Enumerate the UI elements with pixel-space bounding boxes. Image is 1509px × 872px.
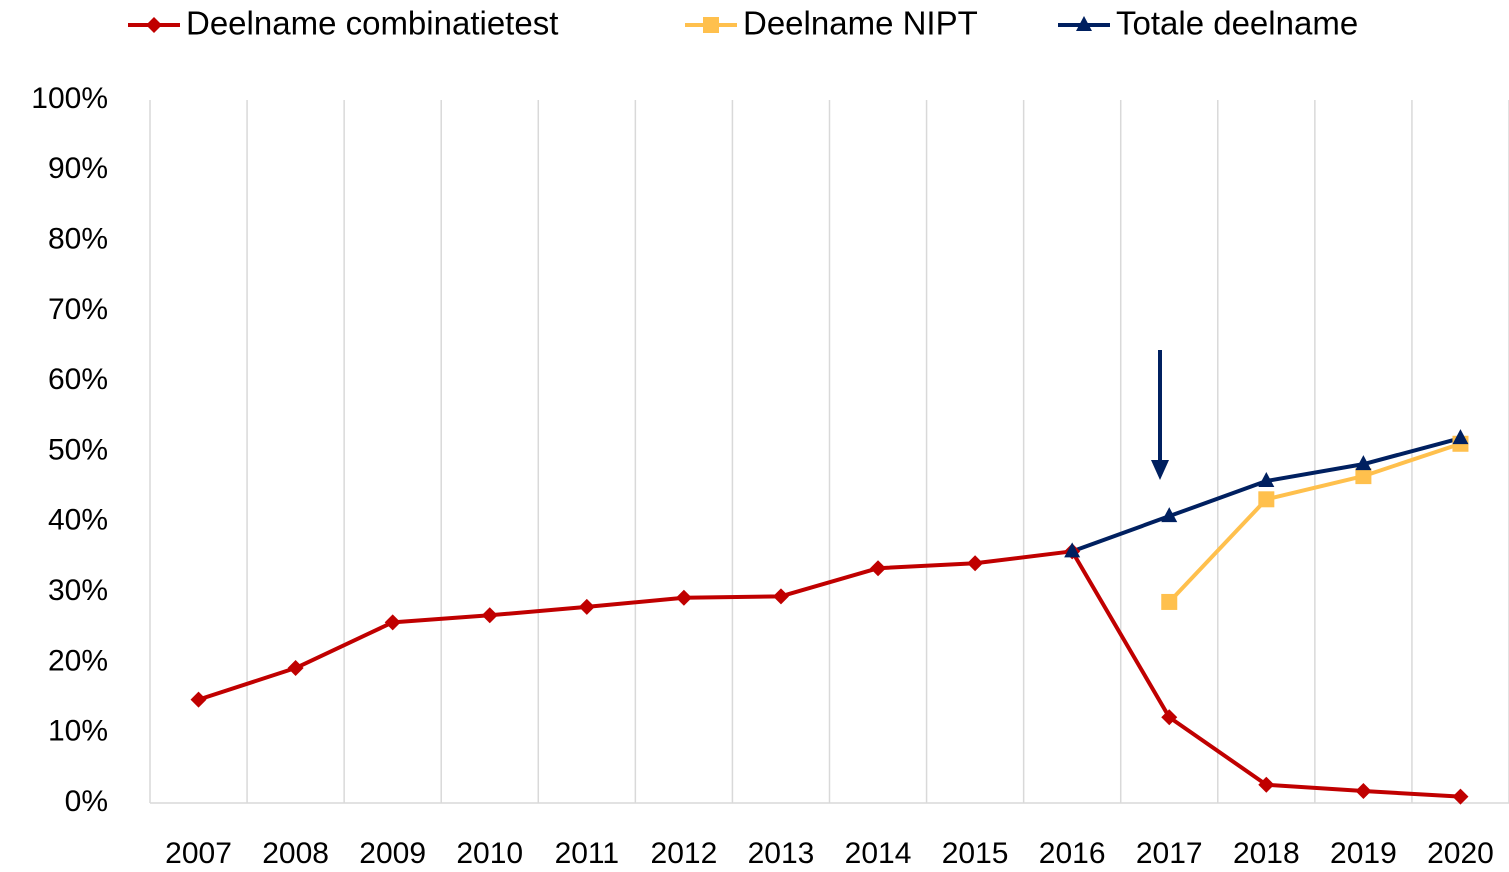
marker	[190, 691, 207, 708]
series-line	[197, 549, 1461, 799]
x-tick-label: 2011	[555, 837, 620, 867]
x-tick-label: 2012	[651, 837, 718, 867]
marker	[967, 555, 984, 572]
y-tick-label: 10%	[48, 715, 108, 748]
x-tick-label: 2020	[1427, 837, 1494, 867]
legend-label: Totale deelname	[1116, 5, 1358, 42]
x-tick-label: 2008	[262, 837, 329, 867]
x-tick-label: 2019	[1330, 837, 1397, 867]
plot	[190, 429, 1469, 805]
legend-label: Deelname combinatietest	[186, 5, 558, 42]
marker	[1355, 455, 1372, 471]
marker	[675, 589, 692, 606]
x-tick-label: 2014	[845, 837, 912, 867]
marker	[578, 598, 595, 615]
x-tick-label: 2010	[456, 837, 523, 867]
y-tick-label: 70%	[48, 293, 108, 326]
marker	[1452, 429, 1469, 445]
marker	[870, 560, 887, 577]
marker	[384, 614, 401, 631]
y-tick-label: 0%	[65, 785, 108, 818]
marker	[703, 17, 719, 33]
marker	[1076, 16, 1092, 31]
marker	[1258, 491, 1275, 508]
marker	[1258, 776, 1275, 793]
x-tick-label: 2009	[359, 837, 426, 867]
legend-label: Deelname NIPT	[743, 5, 978, 42]
y-tick-label: 80%	[48, 223, 108, 256]
marker	[146, 17, 162, 33]
y-tick-label: 90%	[48, 152, 108, 185]
marker	[1161, 593, 1178, 610]
grid	[149, 100, 1509, 804]
x-tick-label: 2016	[1039, 837, 1106, 867]
marker	[1064, 542, 1081, 558]
marker	[1452, 788, 1469, 805]
y-tick-label: 60%	[48, 363, 108, 396]
x-tick-label: 2015	[942, 837, 1009, 867]
x-tick-label: 2013	[748, 837, 815, 867]
y-tick-label: 100%	[31, 82, 108, 115]
marker	[481, 607, 498, 624]
y-tick-label: 20%	[48, 644, 108, 677]
x-tick-label: 2007	[165, 837, 232, 867]
y-tick-label: 50%	[48, 433, 108, 466]
marker	[1258, 472, 1275, 488]
y-tick-label: 30%	[48, 574, 108, 607]
marker	[1161, 709, 1178, 726]
y-tick-label: 40%	[48, 504, 108, 537]
x-tick-label: 2017	[1136, 837, 1203, 867]
marker	[287, 660, 304, 677]
marker	[1355, 783, 1372, 800]
series-line	[1167, 441, 1462, 604]
arrow-head	[1151, 460, 1169, 480]
marker	[772, 588, 789, 605]
x-tick-label: 2018	[1233, 837, 1300, 867]
marker	[1355, 468, 1372, 485]
marker	[1161, 507, 1178, 523]
